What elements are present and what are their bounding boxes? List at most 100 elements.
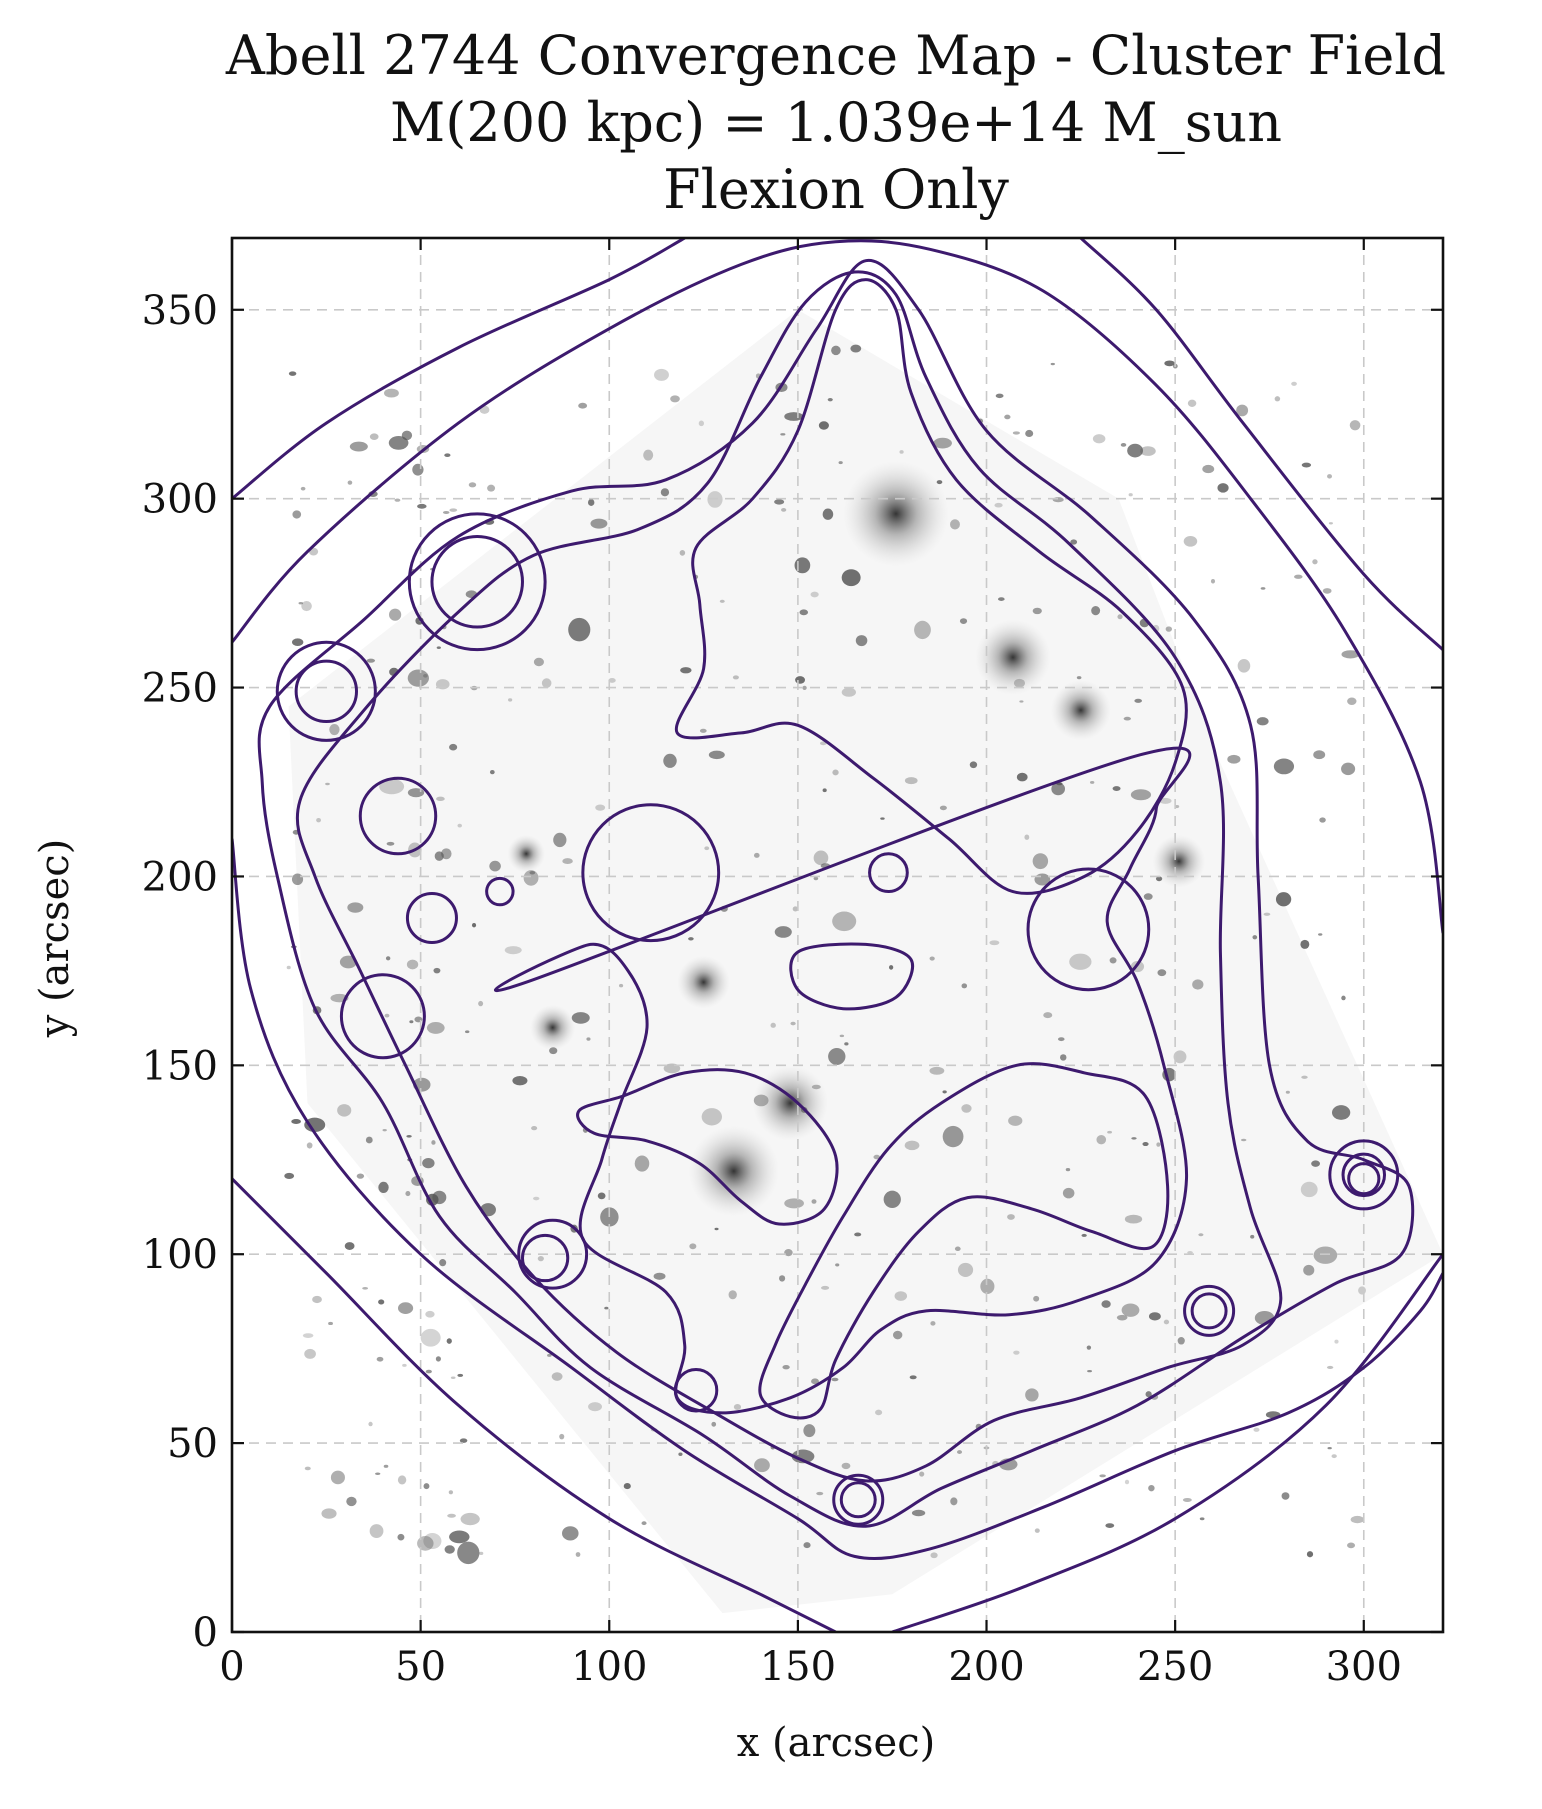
background-galaxy bbox=[1311, 1160, 1320, 1167]
bright-galaxy bbox=[1152, 834, 1206, 888]
background-galaxy bbox=[1012, 431, 1020, 435]
background-galaxy bbox=[1134, 698, 1142, 703]
background-galaxy bbox=[1274, 396, 1281, 402]
background-galaxy bbox=[643, 449, 654, 461]
background-galaxy bbox=[457, 1541, 480, 1565]
background-galaxy bbox=[366, 658, 376, 663]
background-galaxy bbox=[1199, 1517, 1205, 1521]
background-galaxy bbox=[1327, 1447, 1332, 1450]
background-galaxy bbox=[1237, 659, 1251, 673]
background-galaxy bbox=[855, 635, 868, 647]
background-galaxy bbox=[533, 1196, 540, 1201]
background-galaxy bbox=[423, 1533, 442, 1550]
background-galaxy bbox=[1124, 1214, 1143, 1224]
background-galaxy bbox=[1116, 1314, 1128, 1321]
background-galaxy bbox=[680, 667, 692, 674]
background-galaxy bbox=[523, 870, 539, 886]
bright-galaxy bbox=[507, 834, 546, 873]
contour-level-11 bbox=[758, 1062, 1170, 1420]
background-galaxy bbox=[1263, 912, 1271, 916]
background-galaxy bbox=[447, 1513, 456, 1518]
background-galaxy bbox=[379, 778, 405, 795]
background-galaxy bbox=[1081, 1233, 1087, 1237]
background-galaxy bbox=[774, 499, 785, 505]
background-galaxy bbox=[1065, 1168, 1071, 1172]
background-galaxy bbox=[457, 823, 462, 828]
background-galaxy bbox=[911, 1509, 926, 1517]
background-galaxy bbox=[1236, 404, 1249, 417]
background-galaxy bbox=[980, 1278, 995, 1294]
background-galaxy bbox=[930, 1321, 936, 1326]
contour-ring-g bbox=[485, 876, 515, 907]
background-galaxy bbox=[1210, 578, 1216, 584]
background-galaxy bbox=[1148, 1484, 1155, 1492]
background-galaxy bbox=[1092, 434, 1106, 444]
background-galaxy bbox=[1120, 443, 1127, 447]
background-galaxy bbox=[781, 508, 787, 512]
background-galaxy bbox=[291, 1119, 301, 1124]
background-galaxy bbox=[1157, 969, 1167, 977]
background-galaxy bbox=[1070, 539, 1078, 545]
background-galaxy bbox=[365, 1136, 373, 1144]
background-galaxy bbox=[1058, 1037, 1065, 1042]
background-galaxy bbox=[698, 420, 705, 427]
axis-ticks: 0 50 100 150 200 250 300 0 50 100 150 200 250 300 350 bbox=[142, 238, 1443, 1690]
bright-galaxy bbox=[752, 1065, 829, 1141]
background-galaxy bbox=[733, 1403, 742, 1410]
background-galaxy bbox=[929, 956, 935, 961]
background-galaxy bbox=[1281, 1492, 1290, 1500]
background-galaxy bbox=[950, 1497, 958, 1506]
background-galaxy bbox=[994, 502, 1003, 508]
background-galaxy bbox=[1253, 1427, 1260, 1432]
background-galaxy bbox=[822, 508, 834, 520]
background-galaxy bbox=[300, 486, 306, 491]
background-galaxy bbox=[321, 1508, 337, 1519]
bright-galaxy bbox=[1050, 680, 1112, 741]
background-galaxy bbox=[1051, 782, 1066, 796]
bright-galaxy bbox=[530, 1004, 576, 1051]
contour-ring-q bbox=[1183, 1284, 1236, 1337]
contour-ring-t bbox=[1341, 1152, 1387, 1198]
background-galaxy bbox=[1347, 697, 1357, 706]
background-galaxy bbox=[933, 437, 952, 449]
background-galaxy bbox=[553, 832, 567, 848]
background-galaxy bbox=[782, 1364, 790, 1370]
background-galaxy bbox=[1260, 587, 1266, 590]
background-galaxy bbox=[459, 1438, 468, 1443]
background-galaxy bbox=[302, 1333, 314, 1338]
background-galaxy bbox=[425, 1310, 435, 1318]
background-galaxy bbox=[284, 1172, 295, 1179]
background-galaxy bbox=[384, 1013, 390, 1018]
background-galaxy bbox=[356, 1173, 365, 1179]
background-galaxy bbox=[1148, 1312, 1161, 1321]
background-galaxy bbox=[1062, 1187, 1075, 1199]
background-galaxy bbox=[478, 1000, 484, 1007]
x-tick-label: 50 bbox=[395, 1644, 446, 1690]
background-galaxy bbox=[1347, 1542, 1356, 1549]
background-galaxy bbox=[790, 1021, 796, 1026]
contour-level-6 bbox=[232, 838, 1443, 1561]
background-galaxy bbox=[406, 959, 419, 970]
background-galaxy bbox=[541, 678, 552, 688]
background-galaxy bbox=[1043, 1012, 1053, 1019]
background-galaxy bbox=[714, 1227, 719, 1231]
background-galaxy bbox=[286, 965, 291, 970]
background-galaxy bbox=[1089, 780, 1095, 784]
background-galaxy bbox=[711, 1421, 717, 1427]
background-galaxy bbox=[449, 1530, 470, 1544]
background-galaxy bbox=[811, 1199, 817, 1204]
background-galaxy bbox=[663, 753, 677, 768]
background-galaxy bbox=[368, 1421, 373, 1427]
background-galaxy bbox=[873, 1154, 881, 1160]
background-galaxy bbox=[914, 620, 931, 640]
background-galaxy bbox=[954, 1246, 961, 1251]
background-galaxy bbox=[1217, 483, 1229, 493]
background-galaxy bbox=[301, 600, 312, 612]
background-galaxy bbox=[402, 1363, 407, 1367]
background-galaxy bbox=[904, 1140, 920, 1151]
background-galaxy bbox=[436, 646, 441, 649]
background-galaxy bbox=[719, 599, 725, 603]
bright-galaxy bbox=[975, 619, 1051, 696]
background-galaxy bbox=[969, 761, 978, 769]
background-galaxy bbox=[1227, 754, 1241, 764]
